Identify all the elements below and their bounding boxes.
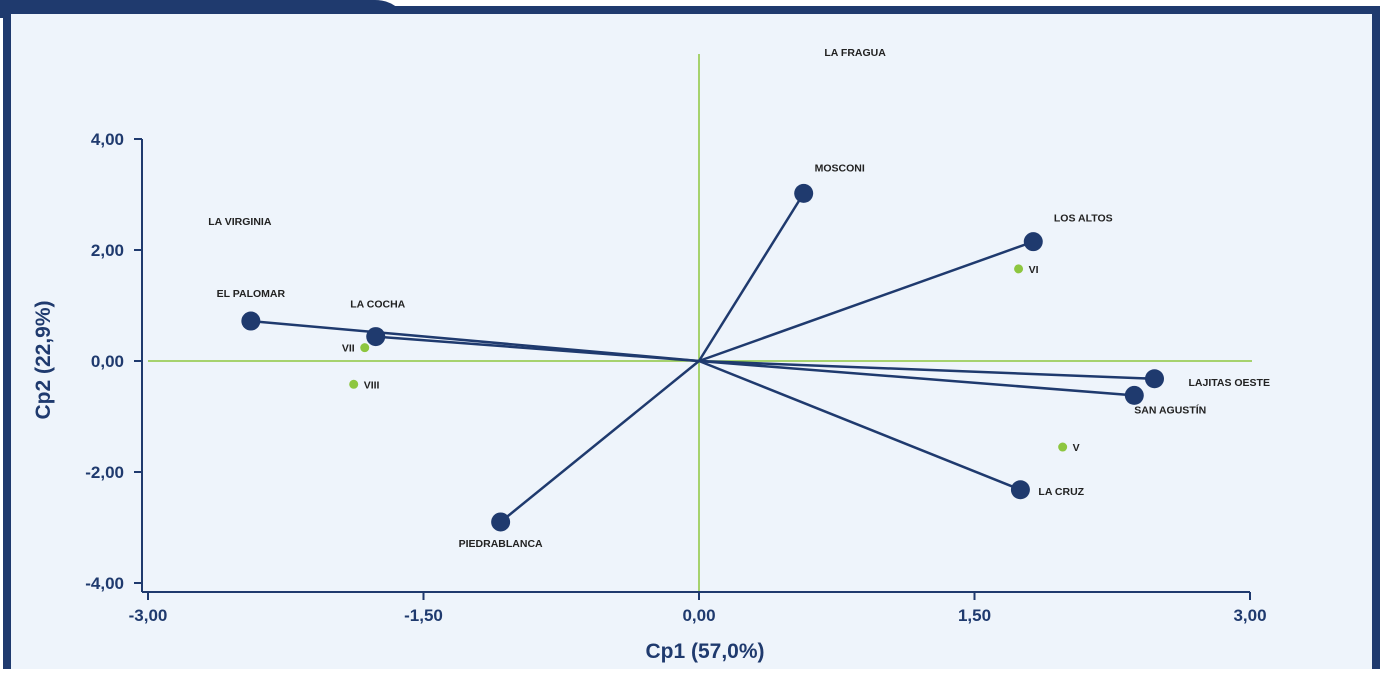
vector-line [499, 360, 700, 523]
vector-endpoint [241, 311, 261, 331]
y-tick-label: 4,00 [91, 130, 124, 149]
group-point-label: VIII [364, 379, 380, 391]
x-tick-label: 1,50 [958, 606, 991, 625]
group-point [349, 379, 359, 389]
group-point-label: VII [342, 343, 355, 355]
vector-endpoint [491, 512, 511, 532]
group-point-label: V [1073, 442, 1080, 454]
vector-label: EL PALOMAR [217, 288, 286, 300]
vector-endpoint [1010, 480, 1030, 500]
x-tick-label: 0,00 [682, 606, 715, 625]
x-tick-label: -1,50 [404, 606, 443, 625]
vector-label: PIEDRABLANCA [459, 538, 543, 550]
vector-label: LAJITAS OESTE [1188, 377, 1269, 389]
vector-label: LOS ALTOS [1054, 213, 1113, 225]
vector-line [698, 359, 1021, 491]
group-point-label: VI [1029, 264, 1039, 276]
y-tick-label: 2,00 [91, 241, 124, 260]
group-point [1014, 264, 1024, 274]
y-tick-label: 0,00 [91, 352, 124, 371]
vector-endpoint [794, 183, 814, 203]
vector-label: MOSCONI [815, 162, 865, 174]
group-point [1058, 442, 1068, 452]
vector-endpoint [1124, 385, 1144, 405]
annotation-label: LA VIRGINIA [208, 216, 272, 228]
x-axis-label: Cp1 (57,0%) [645, 640, 764, 663]
vector-endpoint [1023, 232, 1043, 252]
vector-line [698, 240, 1034, 363]
x-tick-label: 3,00 [1233, 606, 1266, 625]
y-tick-label: -4,00 [85, 574, 124, 593]
vector-label: SAN AGUSTÍN [1134, 403, 1206, 416]
vector-endpoint [1144, 369, 1164, 389]
annotation-label: LA FRAGUA [824, 47, 886, 59]
vector-label: LA CRUZ [1038, 486, 1084, 498]
frame-border [3, 6, 1380, 674]
x-tick-label: -3,00 [129, 606, 168, 625]
vector-line [698, 359, 1135, 397]
vector-endpoint [366, 327, 386, 347]
vector-label: LA COCHA [350, 299, 405, 311]
vector-line [375, 335, 700, 363]
group-point [360, 343, 370, 353]
vector-line [698, 359, 1155, 381]
y-axis-label: Cp2 (22,9%) [32, 300, 55, 419]
y-tick-label: -2,00 [85, 463, 124, 482]
vector-line [697, 192, 805, 362]
plot-area: -3,00 -1,50 0,00 1,50 3,00 -4,00 -2,00 0,00 2,00… [85, 47, 1270, 625]
